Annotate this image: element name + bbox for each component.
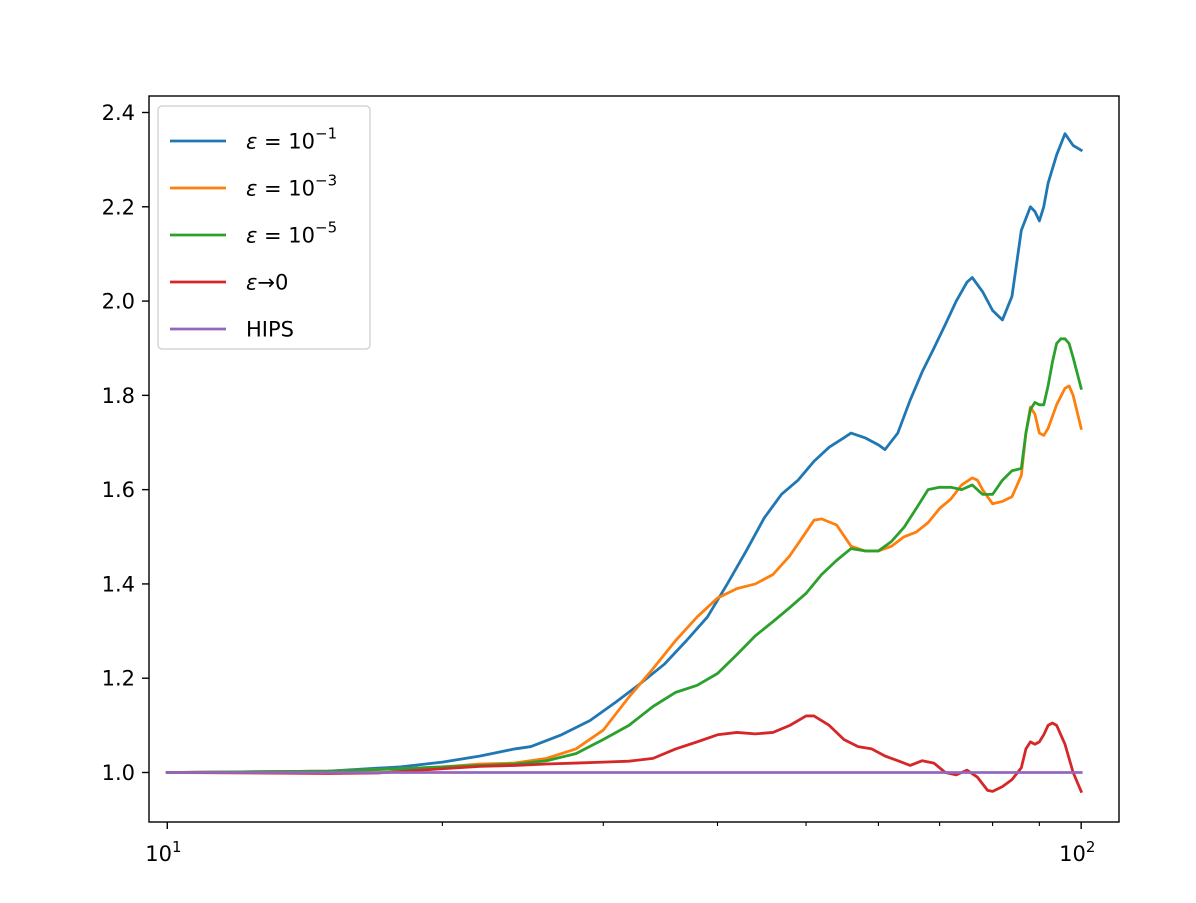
- y-tick-label: 1.2: [102, 667, 135, 691]
- x-tick-label: 102: [1059, 838, 1095, 866]
- y-tick-label: 1.8: [102, 384, 135, 408]
- x-axis: 101 102: [145, 822, 1095, 866]
- y-tick-label: 1.0: [102, 761, 135, 785]
- legend-label: ε→0: [246, 271, 288, 295]
- series-line-0: [165, 132, 1084, 774]
- y-tick-label: 2.4: [102, 101, 135, 125]
- legend-label: HIPS: [246, 318, 294, 342]
- series-line-1: [165, 384, 1083, 774]
- y-tick-label: 1.6: [102, 478, 135, 502]
- y-tick-label: 1.4: [102, 572, 135, 596]
- legend-box: [157, 105, 371, 350]
- series-line-3: [165, 714, 1084, 794]
- legend: ε = 10−1 ε = 10−3 ε = 10−5 ε→0 HIPS: [157, 105, 371, 350]
- legend-label: ε = 10−3: [246, 172, 337, 201]
- legend-label: ε = 10−5: [246, 219, 337, 248]
- series-layer: [165, 132, 1084, 794]
- x-tick-label: 101: [145, 838, 181, 866]
- legend-label: ε = 10−1: [246, 125, 337, 154]
- plot-frame: [148, 95, 1120, 823]
- series-line-2: [165, 337, 1083, 774]
- y-tick-label: 2.2: [102, 195, 135, 219]
- y-axis: 1.0 1.2 1.4 1.6 1.8 2.0 2.2 2.4: [102, 101, 149, 785]
- y-tick-label: 2.0: [102, 290, 135, 314]
